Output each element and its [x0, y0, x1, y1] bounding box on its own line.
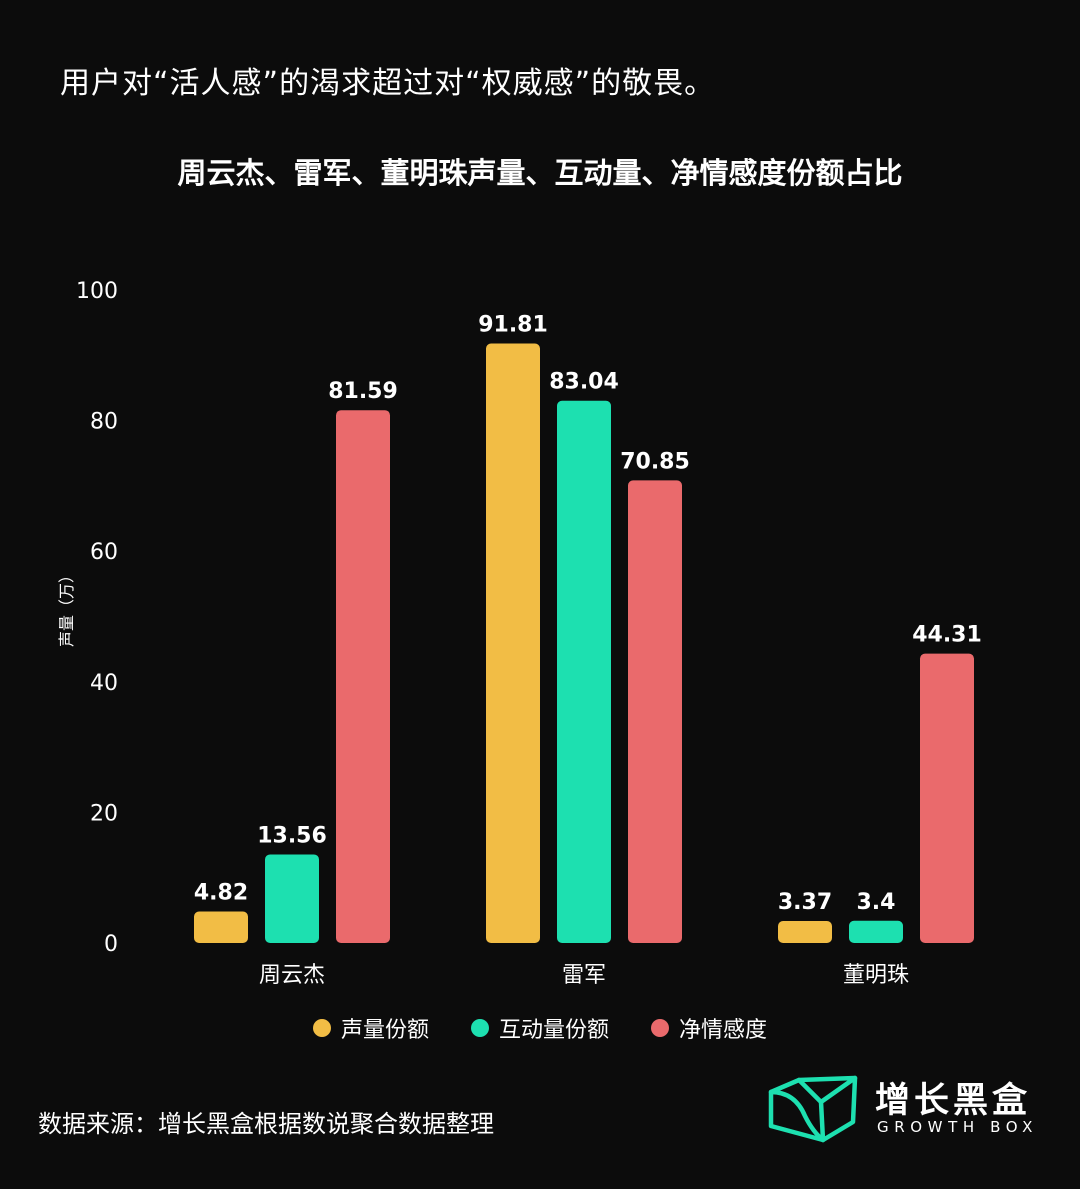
legend-item-share-of-voice: 声量份额	[312, 1012, 429, 1044]
bar-value-label: 81.59	[328, 379, 398, 404]
bar-value-label: 44.31	[912, 623, 982, 648]
y-tick-label: 100	[76, 279, 118, 304]
bar-value-label: 4.82	[194, 881, 248, 906]
bar	[778, 920, 832, 943]
bar	[849, 920, 903, 943]
bar	[628, 480, 682, 943]
logo-name-cn: 增长黑盒	[875, 1081, 1032, 1121]
headline: 用户对“活人感”的渴求超过对“权威感”的敬畏。	[60, 66, 716, 101]
legend-item-engagement-share: 互动量份额	[470, 1012, 609, 1044]
bar	[265, 854, 319, 943]
bar-value-label: 70.85	[620, 449, 690, 474]
legend-swatch	[312, 1019, 331, 1037]
legend-label: 互动量份额	[498, 1018, 609, 1043]
y-tick-label: 40	[90, 671, 118, 696]
legend-item-net-sentiment: 净情感度	[651, 1012, 767, 1044]
legend-label: 净情感度	[679, 1018, 768, 1043]
bar-value-label: 83.04	[549, 370, 619, 395]
legend-label: 声量份额	[340, 1018, 429, 1043]
y-tick-label: 80	[90, 410, 118, 435]
y-axis-label-group: 声量（万）	[57, 567, 76, 647]
y-axis: 0 20 40 60 80 100	[76, 279, 118, 957]
bars	[194, 343, 974, 944]
y-axis-label: 声量（万）	[57, 567, 76, 647]
bar	[194, 911, 248, 943]
legend: 声量份额 互动量份额 净情感度	[0, 1012, 1080, 1044]
bar-value-label: 91.81	[478, 312, 548, 337]
y-tick-label: 0	[104, 932, 118, 957]
bar	[920, 653, 974, 943]
cube-logo-icon	[768, 1075, 858, 1143]
legend-swatch	[651, 1019, 669, 1037]
bar	[557, 400, 611, 944]
logo-name-en: GROWTH BOX	[877, 1118, 1039, 1136]
bar-value-labels: 4.82 13.56 81.59 91.81 83.04 70.85 3.37 3.4 44.3…	[194, 312, 982, 915]
bar-value-label: 3.4	[857, 890, 896, 915]
bar-value-label: 3.37	[778, 890, 832, 915]
x-axis: 周云杰 雷军 董明珠	[259, 963, 909, 988]
legend-swatch	[470, 1019, 489, 1037]
chart-title: 周云杰、雷军、董明珠声量、互动量、净情感度份额占比	[177, 156, 903, 190]
bar	[486, 343, 540, 943]
brand-logo: 增长黑盒 GROWTH BOX	[765, 1068, 1045, 1148]
x-tick-label: 董明珠	[843, 963, 909, 988]
bar-value-label: 13.56	[257, 823, 327, 848]
bar-chart: 0 20 40 60 80 100 声量（万） 4.82 13.56 81.59 91.81 83…	[57, 279, 982, 988]
bar	[336, 410, 390, 943]
x-tick-label: 雷军	[562, 963, 606, 988]
data-source-note: 数据来源：增长黑盒根据数说聚合数据整理	[38, 1110, 494, 1138]
y-tick-label: 60	[90, 540, 118, 565]
y-tick-label: 20	[90, 801, 118, 826]
x-tick-label: 周云杰	[259, 963, 325, 988]
